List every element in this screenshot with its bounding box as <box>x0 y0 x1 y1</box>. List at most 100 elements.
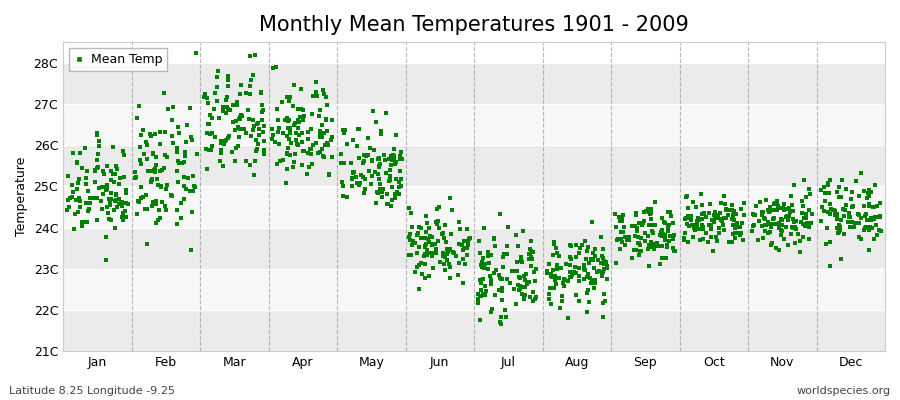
Point <box>170 168 184 174</box>
Point <box>488 243 502 250</box>
Point <box>82 206 96 212</box>
Point <box>256 150 271 157</box>
Point <box>312 132 327 138</box>
Point <box>820 225 834 232</box>
Point <box>149 198 164 204</box>
Point <box>450 272 464 278</box>
Point <box>599 262 614 269</box>
Point <box>562 269 577 276</box>
Point <box>280 150 294 156</box>
Point <box>845 204 859 210</box>
Point <box>774 204 788 211</box>
Point <box>557 283 572 290</box>
Point <box>305 111 320 118</box>
Point <box>550 266 564 272</box>
Point <box>755 211 770 218</box>
Point <box>800 220 814 226</box>
Point <box>516 284 530 290</box>
Point <box>698 214 713 220</box>
Point <box>160 182 175 188</box>
Point <box>246 126 260 133</box>
Point <box>852 193 867 199</box>
Point <box>281 124 295 131</box>
Point <box>100 186 114 192</box>
Point <box>542 290 556 297</box>
Point <box>418 213 433 220</box>
Point <box>463 235 477 241</box>
Point <box>698 230 713 236</box>
Point <box>730 222 744 228</box>
Point <box>695 216 709 222</box>
Point <box>634 247 648 254</box>
Point <box>629 228 643 234</box>
Point <box>438 238 453 245</box>
Point <box>614 217 628 224</box>
Point <box>632 220 646 226</box>
Point <box>382 167 397 173</box>
Bar <box>63 186 885 228</box>
Point <box>832 194 846 200</box>
Point <box>471 296 485 302</box>
Point <box>830 189 844 195</box>
Point <box>704 224 718 230</box>
Point <box>210 74 224 80</box>
Point <box>158 129 173 136</box>
Point <box>129 174 143 181</box>
Point <box>553 305 567 312</box>
Point <box>430 221 445 228</box>
Point <box>386 152 400 158</box>
Point <box>697 226 711 232</box>
Point <box>836 206 850 212</box>
Point <box>471 300 485 306</box>
Point <box>853 236 868 242</box>
Point <box>655 215 670 221</box>
Point <box>680 215 694 221</box>
Point <box>562 274 577 280</box>
Point <box>461 240 475 246</box>
Point <box>160 106 175 112</box>
Point <box>542 296 556 302</box>
Point <box>317 130 331 136</box>
Point <box>589 280 603 286</box>
Point <box>841 218 855 225</box>
Point <box>67 226 81 232</box>
Point <box>70 158 85 165</box>
Point <box>387 191 401 197</box>
Point <box>109 163 123 170</box>
Point <box>145 203 159 209</box>
Point <box>100 182 114 188</box>
Point <box>706 211 721 218</box>
Point <box>296 116 310 123</box>
Point <box>860 216 874 223</box>
Point <box>816 208 831 215</box>
Point <box>231 143 246 149</box>
Point <box>446 249 461 255</box>
Point <box>547 285 562 292</box>
Point <box>781 217 796 223</box>
Point <box>272 125 286 131</box>
Point <box>456 256 471 262</box>
Point <box>862 200 877 207</box>
Point <box>862 186 877 193</box>
Point <box>217 137 231 144</box>
Point <box>688 227 702 233</box>
Point <box>385 154 400 161</box>
Point <box>171 124 185 130</box>
Point <box>228 127 242 133</box>
Point <box>154 183 168 189</box>
Point <box>417 253 431 259</box>
Bar <box>63 228 885 269</box>
Point <box>710 215 724 221</box>
Point <box>90 157 104 163</box>
Point <box>322 172 337 178</box>
Point <box>563 256 578 262</box>
Point <box>832 226 847 233</box>
Point <box>542 261 556 268</box>
Point <box>725 202 740 208</box>
Point <box>554 298 569 304</box>
Point <box>246 71 260 78</box>
Point <box>346 170 360 176</box>
Point <box>589 277 603 283</box>
Point <box>711 230 725 236</box>
Point <box>786 208 800 214</box>
